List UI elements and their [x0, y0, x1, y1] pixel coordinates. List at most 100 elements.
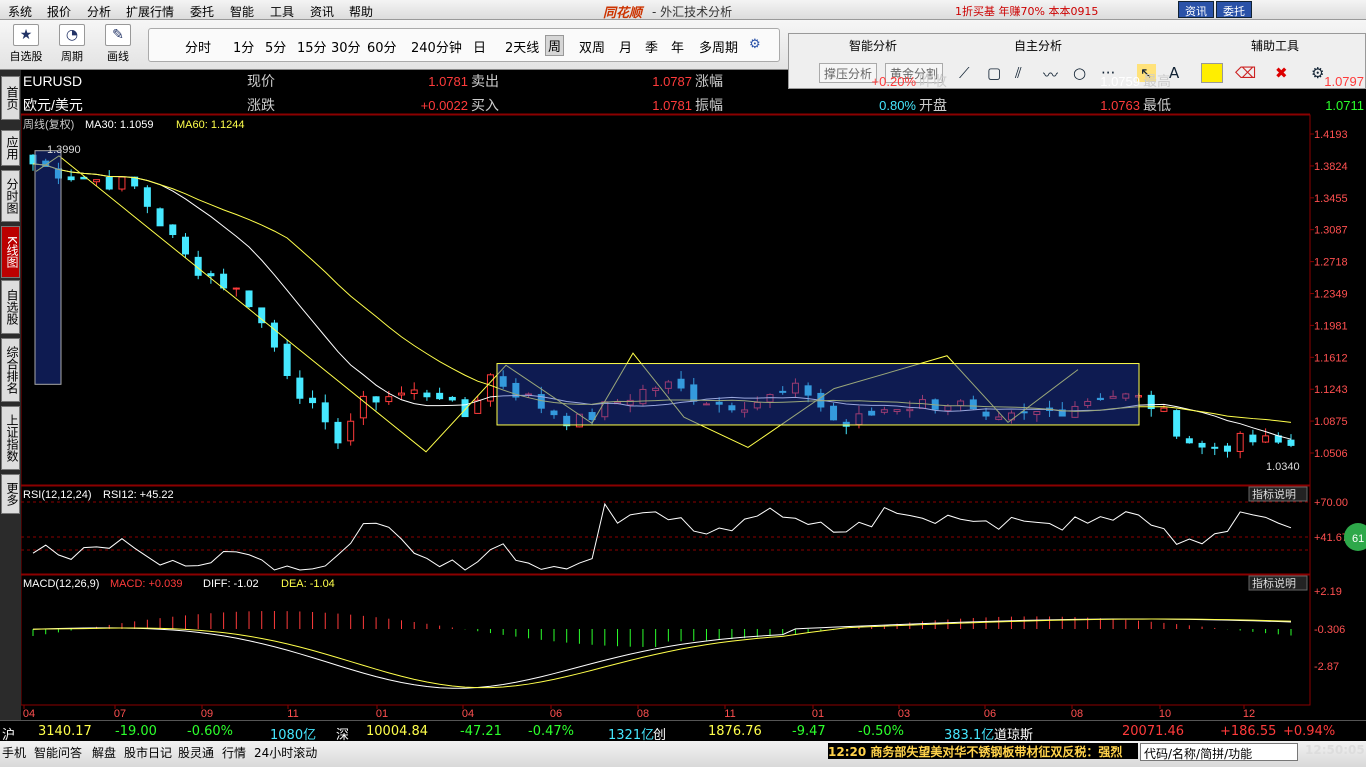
period-4[interactable]: 30分 [331, 41, 361, 56]
side-tab-6[interactable]: 上证指数 [1, 406, 20, 470]
period-settings-icon[interactable]: ⚙ [749, 37, 761, 52]
status-item: 1321亿 [608, 728, 655, 743]
period-6[interactable]: 240分钟 [411, 41, 462, 56]
menu-system[interactable]: 系统 [8, 5, 33, 19]
watchlist-tool[interactable]: ★ 自选股 [4, 24, 48, 64]
candle-body [715, 401, 723, 405]
period-0[interactable]: 分时 [185, 41, 212, 56]
menu-smart[interactable]: 智能 [230, 5, 255, 19]
bottom-link-4[interactable]: 股灵通 [178, 746, 215, 760]
bottom-link-0[interactable]: 手机 [2, 746, 27, 760]
period-9[interactable]: 周 [545, 35, 565, 56]
menu-extended[interactable]: 扩展行情 [126, 5, 175, 19]
period-2[interactable]: 5分 [265, 41, 287, 56]
side-tab-1[interactable]: 应用 [1, 130, 20, 166]
indicator-note-button[interactable] [1248, 575, 1308, 591]
bottom-link-1[interactable]: 智能问答 [34, 746, 83, 760]
candle-body [741, 409, 749, 413]
macd-value: MACD: +0.039 [110, 578, 182, 590]
candle-body [702, 403, 710, 406]
candle-body [309, 397, 317, 404]
color-swatch[interactable] [1201, 63, 1223, 83]
bottom-link-6[interactable]: 24小时滚动 [254, 746, 318, 760]
period-1[interactable]: 1分 [233, 41, 255, 56]
support-resistance-button[interactable]: 撑压分析 [819, 63, 878, 83]
consolidation-box[interactable] [496, 363, 1140, 426]
entrust-button[interactable]: 委托 [1216, 1, 1252, 18]
quote-label: 涨跌 [247, 97, 275, 113]
menu-help[interactable]: 帮助 [349, 5, 374, 19]
menu-news[interactable]: 资讯 [310, 5, 335, 19]
news-button[interactable]: 资讯 [1178, 1, 1214, 18]
quote-value: 0.80% [879, 98, 916, 113]
rsi-tick-label: +70.00 [1314, 497, 1348, 509]
period-13[interactable]: 年 [671, 41, 685, 56]
candle-body [677, 378, 685, 389]
cycle-tool[interactable]: ◔ 周期 [50, 24, 94, 64]
candle-body [1198, 442, 1206, 448]
period-11[interactable]: 月 [619, 41, 633, 56]
bottom-toolbar: 手机 智能问答 解盘 股市日记 股灵通 行情 24小时滚动 [0, 741, 1366, 767]
menu-tools[interactable]: 工具 [270, 5, 295, 19]
promo-text[interactable]: 1折买基 年赚70% 本本0915 [955, 5, 1099, 18]
more-draw-icon[interactable]: ··· [1101, 64, 1116, 82]
period-5[interactable]: 60分 [367, 41, 397, 56]
menu-entrust[interactable]: 委托 [190, 5, 215, 19]
channel-draw-icon[interactable]: ⫽ [1015, 64, 1022, 82]
side-tab-4[interactable]: 自选股 [1, 280, 20, 334]
circle-draw-icon[interactable]: ○ [1073, 64, 1087, 82]
bottom-link-5[interactable]: 行情 [222, 746, 247, 760]
side-tab-5[interactable]: 综合排名 [1, 338, 20, 402]
draw-tool[interactable]: ✎ 画线 [96, 24, 140, 64]
candle-body [67, 176, 75, 181]
rsi-badge[interactable] [1344, 523, 1366, 551]
period-10[interactable]: 双周 [579, 41, 606, 56]
candle-body [1173, 410, 1181, 437]
period-14[interactable]: 多周期 [699, 41, 739, 56]
candle-body [1071, 405, 1079, 418]
candle-body [283, 343, 291, 376]
wave-line [35, 155, 1079, 453]
text-icon[interactable]: A [1169, 64, 1180, 82]
status-item: 3140.17 [38, 724, 92, 739]
candle-body [143, 187, 151, 207]
side-tab-2[interactable]: 分时图 [1, 170, 20, 222]
candle-body [1211, 446, 1219, 449]
low-price-mark: 1.0340 [1266, 461, 1300, 473]
highlight-box[interactable] [34, 150, 62, 385]
y-tick-label: 1.1612 [1314, 352, 1348, 364]
delete-icon[interactable]: ✖ [1275, 64, 1288, 82]
pointer-icon[interactable]: ↖ [1137, 64, 1156, 82]
cycle-label: 周期 [61, 50, 83, 63]
candle-body [181, 236, 189, 255]
period-8[interactable]: 2天线 [505, 41, 540, 56]
quote-label: 最高 [1143, 73, 1171, 89]
news-ticker[interactable]: 12:20 商务部失望美对华不锈钢板带材征双反税：强烈 [828, 743, 1138, 759]
indicator-note-button[interactable] [1248, 486, 1308, 502]
eraser-icon[interactable]: ⌫ [1235, 64, 1257, 82]
menu-analysis[interactable]: 分析 [87, 5, 112, 19]
settings-icon[interactable]: ⚙ [1311, 64, 1325, 82]
kline-header: 周线(复权) [23, 117, 74, 131]
y-tick-label: 1.3087 [1314, 225, 1348, 237]
code-search-input[interactable]: 代码/名称/简拼/功能 [1140, 743, 1298, 761]
line-draw-icon[interactable]: ⟋ [959, 64, 970, 82]
bottom-link-3[interactable]: 股市日记 [124, 746, 173, 760]
golden-section-button[interactable]: 黄金分割 [885, 63, 944, 83]
wave-draw-icon[interactable]: 〰 [1043, 66, 1059, 84]
candle-body [550, 410, 558, 416]
period-7[interactable]: 日 [473, 41, 487, 56]
side-tab-0[interactable]: 首页 [1, 76, 20, 120]
candle-body [652, 387, 660, 392]
period-3[interactable]: 15分 [297, 41, 327, 56]
candle-body [855, 413, 863, 425]
y-tick-label: 1.2718 [1314, 257, 1348, 269]
period-12[interactable]: 季 [645, 41, 659, 56]
menu-quote[interactable]: 报价 [47, 5, 72, 19]
bottom-link-2[interactable]: 解盘 [92, 746, 117, 760]
candle-body [372, 396, 380, 403]
rect-draw-icon[interactable]: ▢ [987, 64, 1002, 82]
side-tab-3[interactable]: K线图 [1, 226, 20, 278]
side-tab-7[interactable]: 更多 [1, 474, 20, 514]
